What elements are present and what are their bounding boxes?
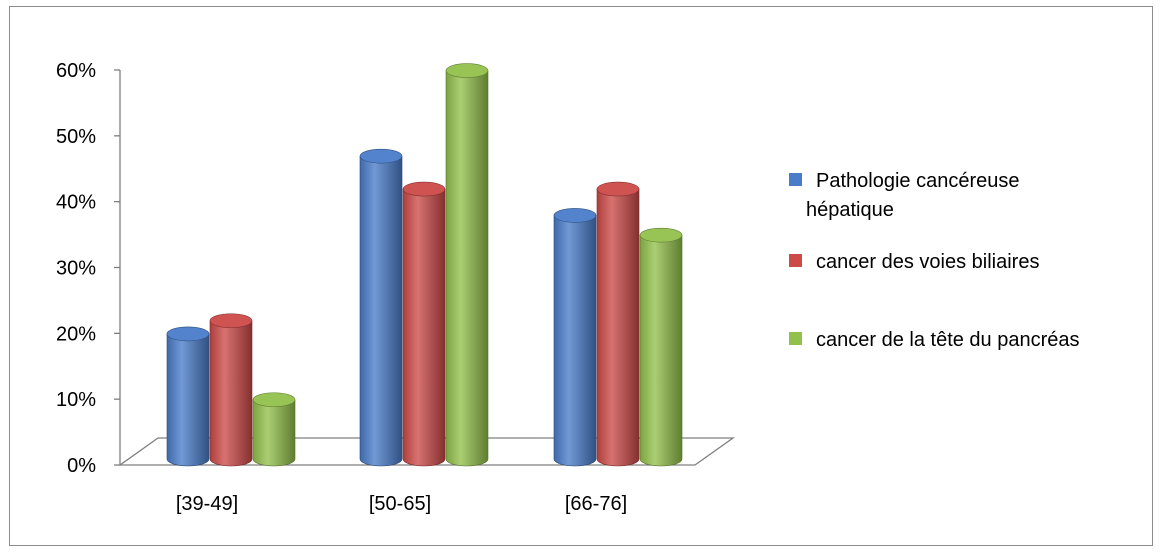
y-tick-label: 50% bbox=[56, 126, 96, 148]
y-tick-label: 10% bbox=[56, 389, 96, 411]
bar bbox=[166, 326, 210, 467]
legend-label: cancer des voies biliaires bbox=[816, 251, 1039, 273]
legend-label: Pathologie cancéreuse bbox=[816, 170, 1019, 192]
bar bbox=[402, 181, 446, 467]
bar-top bbox=[166, 326, 210, 342]
bar bbox=[209, 313, 253, 467]
bar-top bbox=[553, 208, 597, 223]
bar-top bbox=[209, 313, 253, 329]
bar-body bbox=[359, 155, 403, 467]
legend-swatch bbox=[789, 173, 802, 186]
bar-top bbox=[445, 63, 489, 78]
x-axis-ticks: [39-49] [50-65] [66-76] bbox=[176, 493, 627, 515]
bar bbox=[359, 148, 403, 467]
y-axis-ticks: 0% 10% 20% 30% 40% 50% 60% bbox=[56, 60, 120, 477]
bars bbox=[166, 63, 683, 467]
x-tick-label: [50-65] bbox=[369, 493, 431, 515]
bar-body bbox=[166, 333, 210, 467]
x-tick-label: [39-49] bbox=[176, 493, 238, 515]
bar-body bbox=[639, 234, 683, 467]
bar bbox=[553, 208, 597, 467]
bar-top bbox=[596, 181, 640, 197]
y-tick-label: 40% bbox=[56, 192, 96, 214]
legend: Pathologie cancéreuse hépatique cancer des… bbox=[789, 170, 1080, 351]
y-tick-label: 60% bbox=[56, 60, 96, 82]
y-tick-label: 0% bbox=[67, 455, 96, 477]
bar-body bbox=[596, 188, 640, 467]
bar-body bbox=[209, 320, 253, 467]
bar-body bbox=[252, 399, 296, 467]
legend-label: cancer de la tête du pancréas bbox=[816, 329, 1080, 351]
legend-swatch bbox=[789, 332, 802, 345]
y-tick-label: 30% bbox=[56, 258, 96, 280]
bar bbox=[596, 181, 640, 467]
bar-top bbox=[252, 392, 296, 408]
bar-top bbox=[639, 227, 683, 243]
bar-body bbox=[402, 188, 446, 467]
bar-top bbox=[359, 148, 403, 164]
x-tick-label: [66-76] bbox=[565, 493, 627, 515]
bar-top bbox=[402, 181, 446, 197]
y-tick-label: 20% bbox=[56, 323, 96, 345]
bar-body bbox=[553, 215, 597, 467]
bar bbox=[445, 63, 489, 467]
bar-body bbox=[445, 70, 489, 467]
legend-swatch bbox=[789, 254, 802, 267]
legend-label: hépatique bbox=[806, 199, 894, 221]
bar bbox=[639, 227, 683, 467]
bar bbox=[252, 392, 296, 467]
